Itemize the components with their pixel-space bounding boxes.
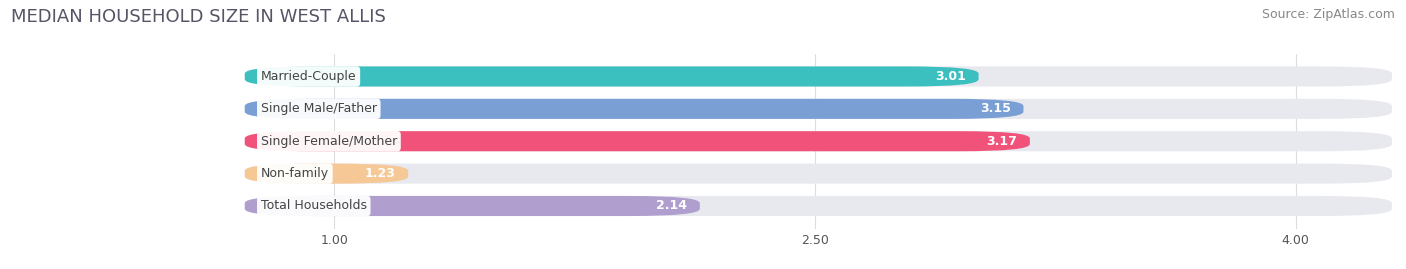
Text: 3.17: 3.17 (986, 135, 1017, 148)
FancyBboxPatch shape (245, 164, 408, 184)
FancyBboxPatch shape (245, 131, 1392, 151)
FancyBboxPatch shape (245, 99, 1024, 119)
FancyBboxPatch shape (245, 196, 1392, 216)
FancyBboxPatch shape (245, 66, 1392, 87)
FancyBboxPatch shape (245, 99, 1392, 119)
Text: 3.01: 3.01 (935, 70, 966, 83)
FancyBboxPatch shape (245, 66, 979, 87)
Text: 1.23: 1.23 (364, 167, 395, 180)
Text: Single Male/Father: Single Male/Father (260, 102, 377, 115)
Text: Single Female/Mother: Single Female/Mother (260, 135, 396, 148)
Text: 2.14: 2.14 (657, 200, 688, 213)
Text: MEDIAN HOUSEHOLD SIZE IN WEST ALLIS: MEDIAN HOUSEHOLD SIZE IN WEST ALLIS (11, 8, 387, 26)
Text: Married-Couple: Married-Couple (260, 70, 357, 83)
Text: 3.15: 3.15 (980, 102, 1011, 115)
FancyBboxPatch shape (245, 164, 1392, 184)
FancyBboxPatch shape (245, 196, 700, 216)
Text: Source: ZipAtlas.com: Source: ZipAtlas.com (1261, 8, 1395, 21)
FancyBboxPatch shape (245, 131, 1029, 151)
Text: Total Households: Total Households (260, 200, 367, 213)
Text: Non-family: Non-family (260, 167, 329, 180)
